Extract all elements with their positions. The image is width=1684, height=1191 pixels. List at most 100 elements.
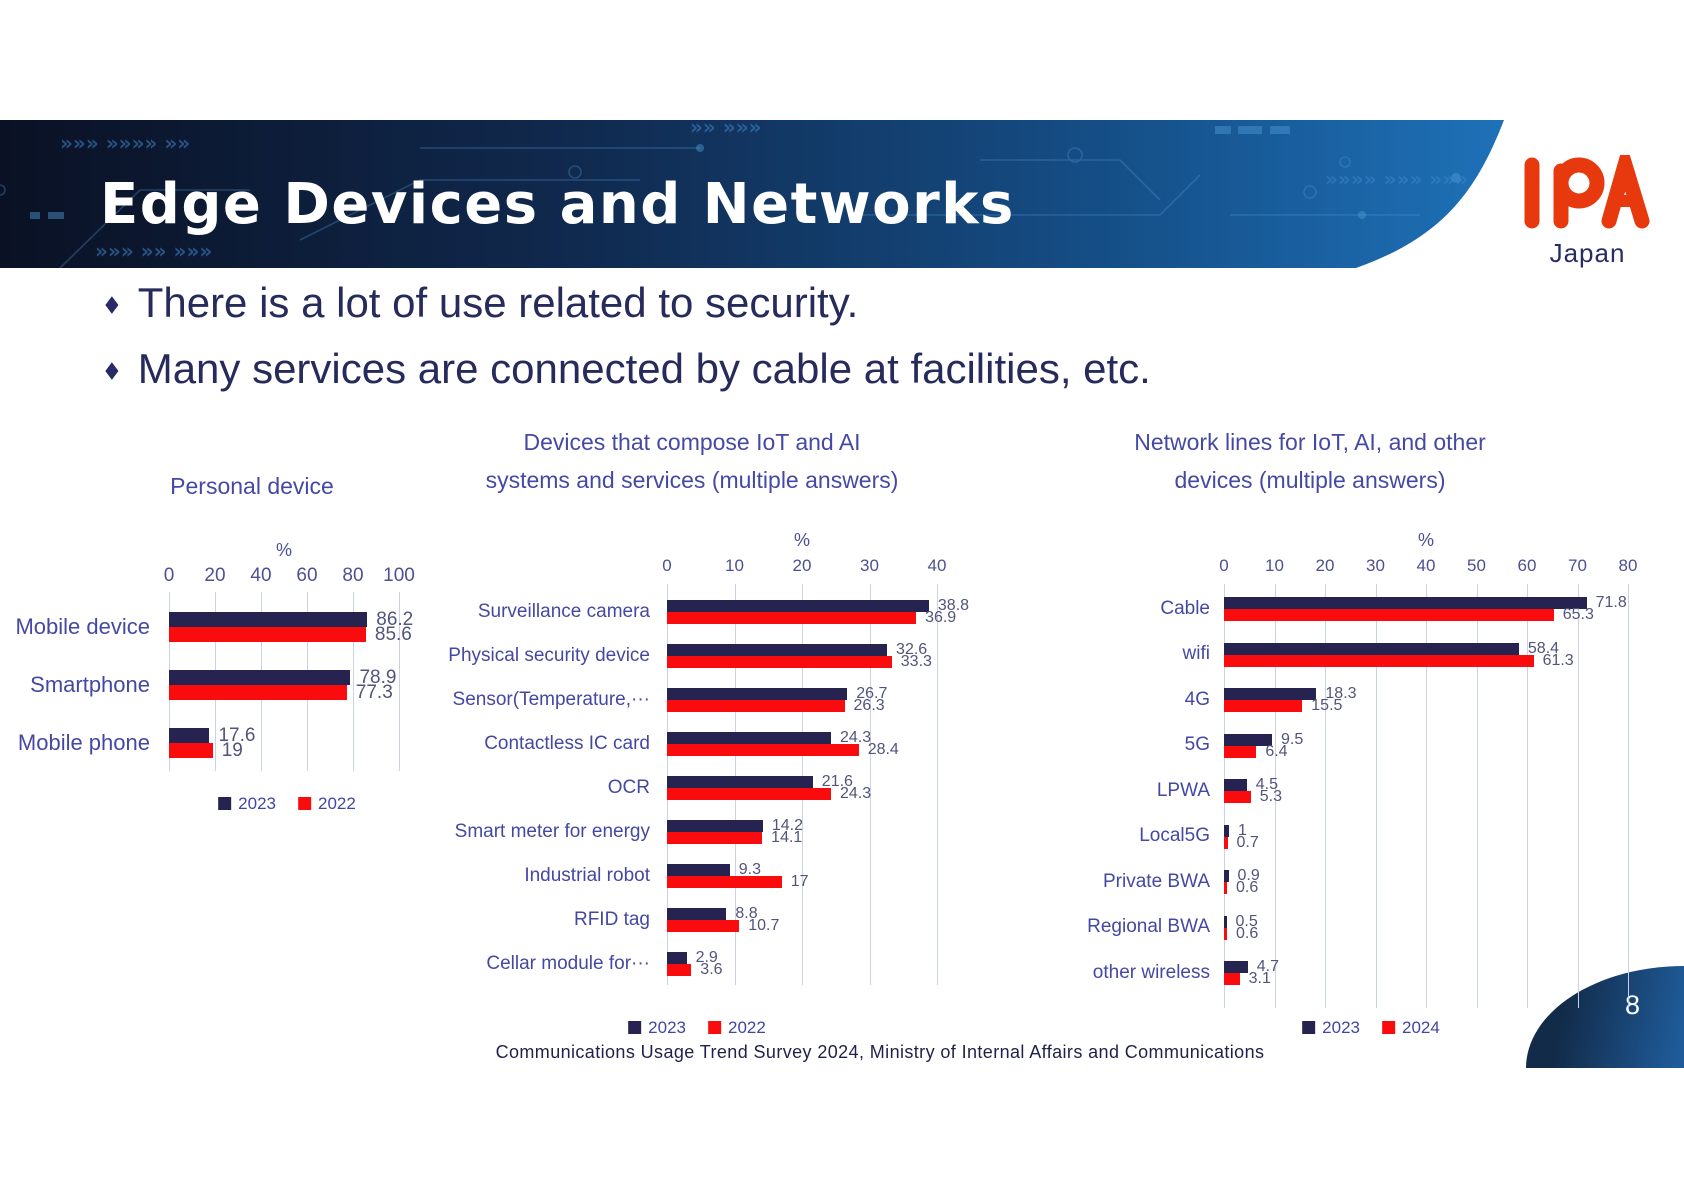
gridline xyxy=(869,584,871,985)
axis-tick-label: 10 xyxy=(725,556,744,575)
axis-tick-label: 0 xyxy=(1219,556,1229,575)
value-label: 17.6 xyxy=(218,725,256,746)
value-label: 26.3 xyxy=(853,697,885,714)
category-label: Mobile phone xyxy=(17,729,150,755)
bar-2023 xyxy=(1224,915,1227,928)
value-label: 38.8 xyxy=(937,597,970,614)
legend-label: 2022 xyxy=(318,794,356,813)
value-label: 71.8 xyxy=(1595,594,1627,611)
value-label: 0.6 xyxy=(1236,879,1259,896)
bar-2023 xyxy=(1224,733,1272,746)
svg-text:»»» »»»» »»: »»» »»»» »» xyxy=(60,131,190,155)
chart-legend: 2023 2022 xyxy=(628,1018,766,1037)
axis-tick-label: 60 xyxy=(1517,556,1537,575)
value-label: 3.6 xyxy=(700,961,723,978)
gridline xyxy=(1375,584,1377,1008)
category-label: wifi xyxy=(1182,643,1210,665)
gridline xyxy=(1628,584,1629,1008)
axis-tick-label: 100 xyxy=(383,565,415,586)
bar-2023 xyxy=(667,732,832,744)
category-label: Regional BWA xyxy=(1087,916,1210,938)
axis-tick-label: 30 xyxy=(860,556,879,575)
bar-2022 xyxy=(169,685,347,700)
axis-unit-label: % xyxy=(793,530,811,550)
legend-swatch xyxy=(218,797,232,810)
value-label: 14.2 xyxy=(771,817,803,834)
gridline xyxy=(1325,584,1326,1008)
bar-2023 xyxy=(667,864,730,876)
bar-2023 xyxy=(667,600,929,612)
bar-2022 xyxy=(667,964,692,976)
bar-2022 xyxy=(667,656,892,668)
bar-2022 xyxy=(169,627,366,642)
legend-item: 2023 xyxy=(218,794,276,813)
diamond-bullet-icon: ◆ xyxy=(105,289,119,316)
slide-title: Edge Devices and Networks xyxy=(100,172,1015,237)
bar-2023 xyxy=(1224,824,1230,837)
legend-item: 2023 xyxy=(628,1018,686,1037)
legend-item: 2024 xyxy=(1382,1019,1440,1036)
value-label: 10.7 xyxy=(748,917,780,934)
axis-tick-label: 40 xyxy=(1416,556,1436,575)
value-label: 86.2 xyxy=(376,609,414,630)
value-label: 14.1 xyxy=(771,829,803,846)
bar-2024 xyxy=(1224,927,1228,940)
legend-item: 2022 xyxy=(708,1018,766,1037)
value-label: 0.6 xyxy=(1236,924,1259,942)
category-label: 4G xyxy=(1184,688,1210,710)
axis-tick-label: 50 xyxy=(1467,556,1486,575)
bar-2023 xyxy=(667,644,888,656)
bar-2023 xyxy=(169,728,210,743)
bar-2023 xyxy=(1224,688,1317,700)
axis-tick-label: 40 xyxy=(250,565,272,586)
bar-2024 xyxy=(1224,609,1554,621)
chart-legend: 2023 2024 xyxy=(1302,1018,1440,1037)
gridline xyxy=(1527,584,1528,1008)
value-label: 4.5 xyxy=(1255,776,1278,793)
chart-title: systems and services (multiple answers) xyxy=(485,467,899,493)
legend-label: 2023 xyxy=(648,1018,686,1037)
value-label: 24.3 xyxy=(840,785,872,802)
value-label: 36.9 xyxy=(925,609,957,626)
legend-item: 2022 xyxy=(298,794,356,813)
axis-tick-label: 0 xyxy=(662,556,672,575)
value-label: 24.3 xyxy=(840,729,872,746)
category-label: 5G xyxy=(1184,734,1210,756)
legend-label: 2023 xyxy=(1322,1018,1360,1037)
gridline xyxy=(1577,584,1579,1008)
value-label: 19 xyxy=(221,740,243,761)
gridline xyxy=(399,592,400,771)
value-label: 26.7 xyxy=(856,685,888,702)
bar-2023 xyxy=(667,776,813,788)
diamond-bullet-icon: ◆ xyxy=(105,355,119,382)
banner-graphic: »»» »»»» »» »»» »» »»» »»»» »»» »»» »» »… xyxy=(0,120,1504,268)
bar-2023 xyxy=(169,670,351,685)
chart-legend: 2023 2022 xyxy=(218,794,356,813)
category-label: Smart meter for energy xyxy=(454,820,650,842)
legend-item: 2023 xyxy=(1302,1018,1360,1037)
legend-swatch xyxy=(708,1021,721,1034)
bar-2022 xyxy=(169,743,213,758)
category-label: Local5G xyxy=(1139,825,1210,847)
value-label: 5.3 xyxy=(1259,788,1282,805)
bar-2024 xyxy=(1224,745,1257,758)
category-label: OCR xyxy=(607,776,650,798)
value-label: 18.3 xyxy=(1325,685,1357,702)
bar-2022 xyxy=(667,832,763,844)
axis-unit-label: % xyxy=(1417,530,1435,550)
header-banner: »»» »»»» »» »»» »» »»» »»»» »»» »»» »» »… xyxy=(0,120,1684,268)
legend-label: 2022 xyxy=(728,1018,766,1037)
legend-label: 2023 xyxy=(238,794,276,813)
category-label: Industrial robot xyxy=(524,864,650,886)
value-label: 28.4 xyxy=(867,741,899,758)
category-label: Mobile device xyxy=(15,613,150,639)
category-label: RFID tag xyxy=(573,908,650,930)
bar-2022 xyxy=(667,788,832,800)
bar-2023 xyxy=(667,952,687,964)
value-label: 6.4 xyxy=(1265,742,1288,760)
value-label: 9.3 xyxy=(738,861,762,878)
bar-2022 xyxy=(667,920,740,932)
bar-2022 xyxy=(667,876,782,888)
bar-2024 xyxy=(1224,791,1251,803)
